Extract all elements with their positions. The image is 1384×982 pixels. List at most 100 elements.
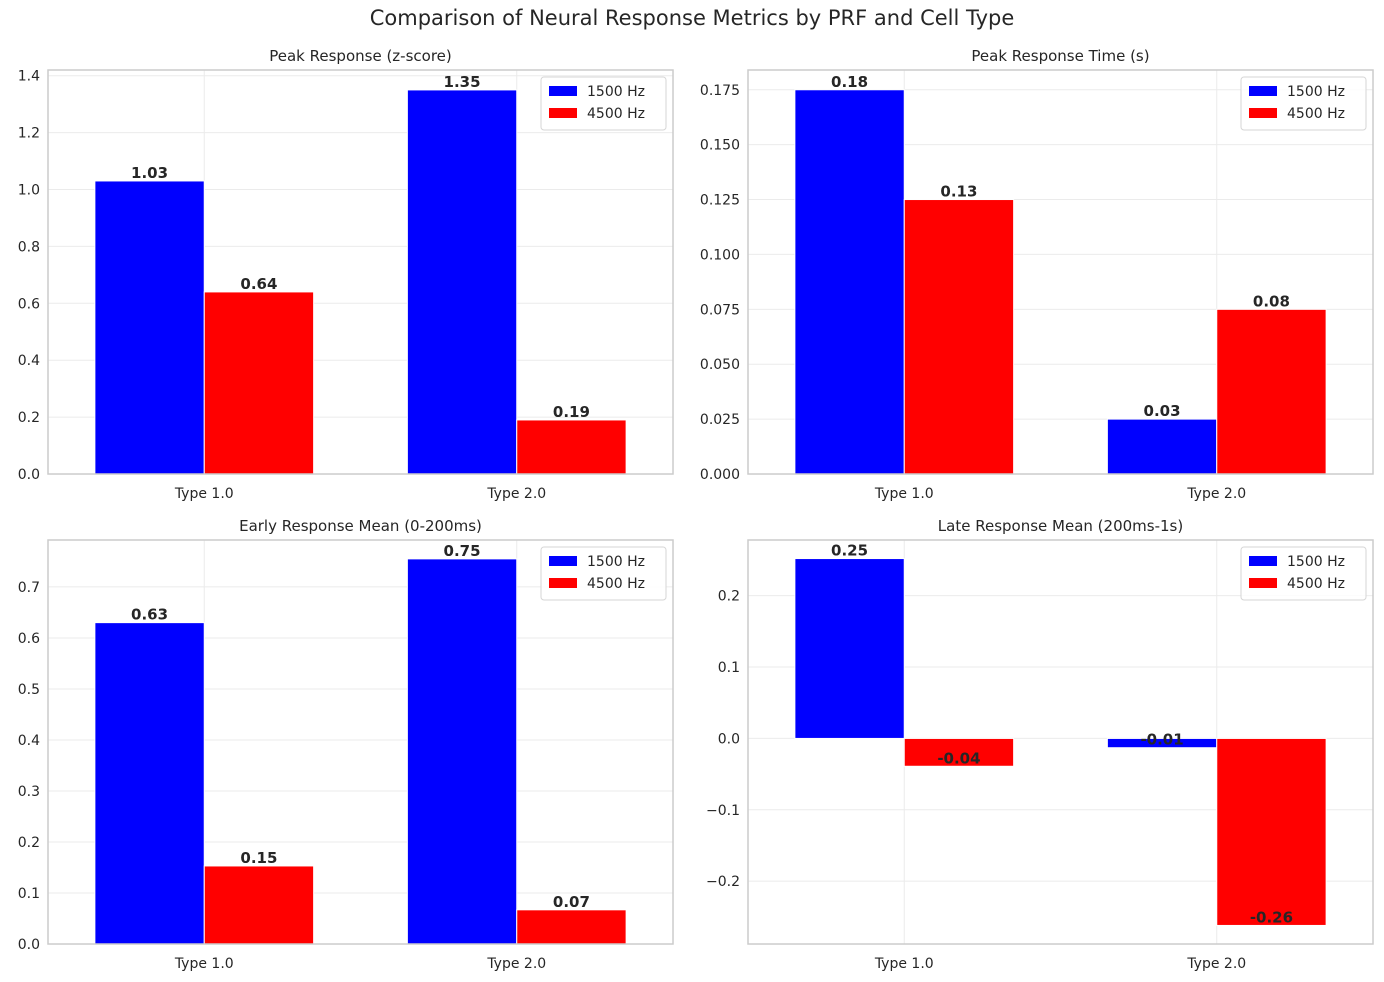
y-tick-label: 0.175 (700, 83, 740, 99)
legend: 1500 Hz 4500 Hz (540, 546, 667, 601)
legend-entry: 1500 Hz (1287, 84, 1345, 100)
bar-value-label: -0.01 (1140, 731, 1183, 749)
figure-title: Comparison of Neural Response Metrics by… (369, 6, 1015, 30)
x-tick-label: Type 1.0 (874, 956, 934, 972)
bar (516, 419, 627, 475)
panel-1: 0.0 0.2 0.4 0.6 0.8 1.0 1.2 1.4 1.03 1.35 0.64 0.19… (18, 47, 674, 502)
bar-value-label: 0.64 (240, 275, 277, 293)
bar (406, 89, 518, 475)
panel-title: Peak Response (z-score) (269, 47, 452, 65)
bar-value-label: 0.03 (1144, 402, 1181, 420)
legend-entry: 1500 Hz (587, 84, 645, 100)
bar-value-label: 1.35 (444, 73, 481, 91)
bar (903, 737, 1015, 767)
y-tick-label: 0.050 (700, 357, 740, 373)
bar (1106, 418, 1218, 475)
legend: 1500 Hz 4500 Hz (1240, 76, 1367, 131)
panel-title: Early Response Mean (0-200ms) (239, 517, 482, 535)
legend-entry: 4500 Hz (1287, 576, 1345, 592)
x-tick-label: Type 2.0 (1186, 956, 1246, 972)
axes-frame (47, 69, 674, 475)
y-tick-label: 0.150 (700, 138, 740, 154)
y-tick-label: 0.4 (18, 353, 40, 369)
x-tick-label: Type 1.0 (174, 956, 234, 972)
y-tick-label: 0.4 (18, 733, 40, 749)
bar-value-label: 0.08 (1253, 292, 1290, 310)
legend-entry: 1500 Hz (1287, 554, 1345, 570)
y-tick-label: −0.2 (706, 874, 740, 890)
y-tick-label: 0.0 (18, 937, 40, 953)
legend-swatch (549, 108, 577, 118)
y-tick-label: 0.5 (18, 682, 40, 698)
legend-swatch (1249, 108, 1277, 118)
legend-swatch (549, 556, 577, 566)
y-tick-label: 0.025 (700, 412, 740, 428)
bar-value-label: 0.18 (831, 73, 868, 91)
y-tick-label: 0.6 (18, 296, 40, 312)
y-tick-label: 0.6 (18, 631, 40, 647)
legend: 1500 Hz 4500 Hz (1240, 546, 1367, 601)
x-tick-label: Type 2.0 (1186, 486, 1246, 502)
y-tick-label: −0.1 (706, 803, 740, 819)
legend-swatch (1249, 556, 1277, 566)
bar (1216, 737, 1327, 926)
y-tick-label: 0.0 (18, 467, 40, 483)
bar-value-label: 0.25 (831, 542, 868, 560)
legend-entry: 4500 Hz (1287, 106, 1345, 122)
legend-swatch (549, 86, 577, 96)
y-tick-label: 0.2 (718, 589, 740, 605)
y-tick-label: 0.2 (18, 835, 40, 851)
y-tick-label: 0.3 (18, 784, 40, 800)
x-tick-label: Type 1.0 (174, 486, 234, 502)
legend-swatch (1249, 86, 1277, 96)
y-tick-label: 1.4 (18, 69, 40, 85)
bar-value-label: -0.26 (1250, 908, 1293, 926)
panel-4: −0.2 −0.1 0.0 0.1 0.2 0.25 -0.01 -0.04 -0.26 Type… (706, 517, 1374, 972)
legend-swatch (1249, 578, 1277, 588)
x-tick-label: Type 1.0 (874, 486, 934, 502)
panel-title: Late Response Mean (200ms-1s) (938, 517, 1183, 535)
bar (794, 558, 905, 739)
y-tick-label: 1.0 (18, 182, 40, 198)
y-tick-label: 0.7 (18, 580, 40, 596)
y-tick-label: 0.1 (718, 660, 740, 676)
panel-3: 0.0 0.1 0.2 0.3 0.4 0.5 0.6 0.7 0.63 0.75 0.15 0.07… (18, 517, 674, 972)
legend-entry: 4500 Hz (587, 106, 645, 122)
bar-value-label: 0.63 (131, 606, 168, 624)
bar-value-label: 0.19 (553, 403, 590, 421)
y-tick-label: 1.2 (18, 126, 40, 142)
bar (94, 622, 205, 945)
x-tick-label: Type 2.0 (486, 956, 546, 972)
y-tick-label: 0.1 (18, 886, 40, 902)
y-tick-label: 0.0 (718, 731, 740, 747)
axes-frame (47, 539, 674, 945)
panel-title: Peak Response Time (s) (971, 47, 1149, 65)
bar-value-label: -0.04 (937, 749, 980, 767)
legend-entry: 4500 Hz (587, 576, 645, 592)
legend: 1500 Hz 4500 Hz (540, 76, 667, 131)
y-tick-label: 0.075 (700, 302, 740, 318)
bar (203, 291, 315, 475)
legend-swatch (549, 578, 577, 588)
bar-value-label: 0.07 (553, 893, 590, 911)
bar (516, 909, 627, 945)
panel-2: 0.000 0.025 0.050 0.075 0.100 0.125 0.150 0.175… (700, 47, 1374, 502)
bar (903, 199, 1015, 475)
bar (406, 558, 518, 945)
bar-value-label: 1.03 (131, 164, 168, 182)
axes-frame (747, 69, 1374, 475)
y-tick-label: 0.000 (700, 467, 740, 483)
axes-frame (747, 539, 1374, 945)
bar (794, 89, 905, 475)
y-tick-label: 0.100 (700, 247, 740, 263)
bar (94, 180, 205, 475)
bar (1216, 308, 1327, 475)
bar-value-label: 0.15 (240, 849, 277, 867)
y-tick-label: 0.8 (18, 239, 40, 255)
x-tick-label: Type 2.0 (486, 486, 546, 502)
bar (203, 865, 315, 945)
bar-value-label: 0.75 (444, 542, 481, 560)
y-tick-label: 0.125 (700, 193, 740, 209)
bar-value-label: 0.13 (940, 183, 977, 201)
